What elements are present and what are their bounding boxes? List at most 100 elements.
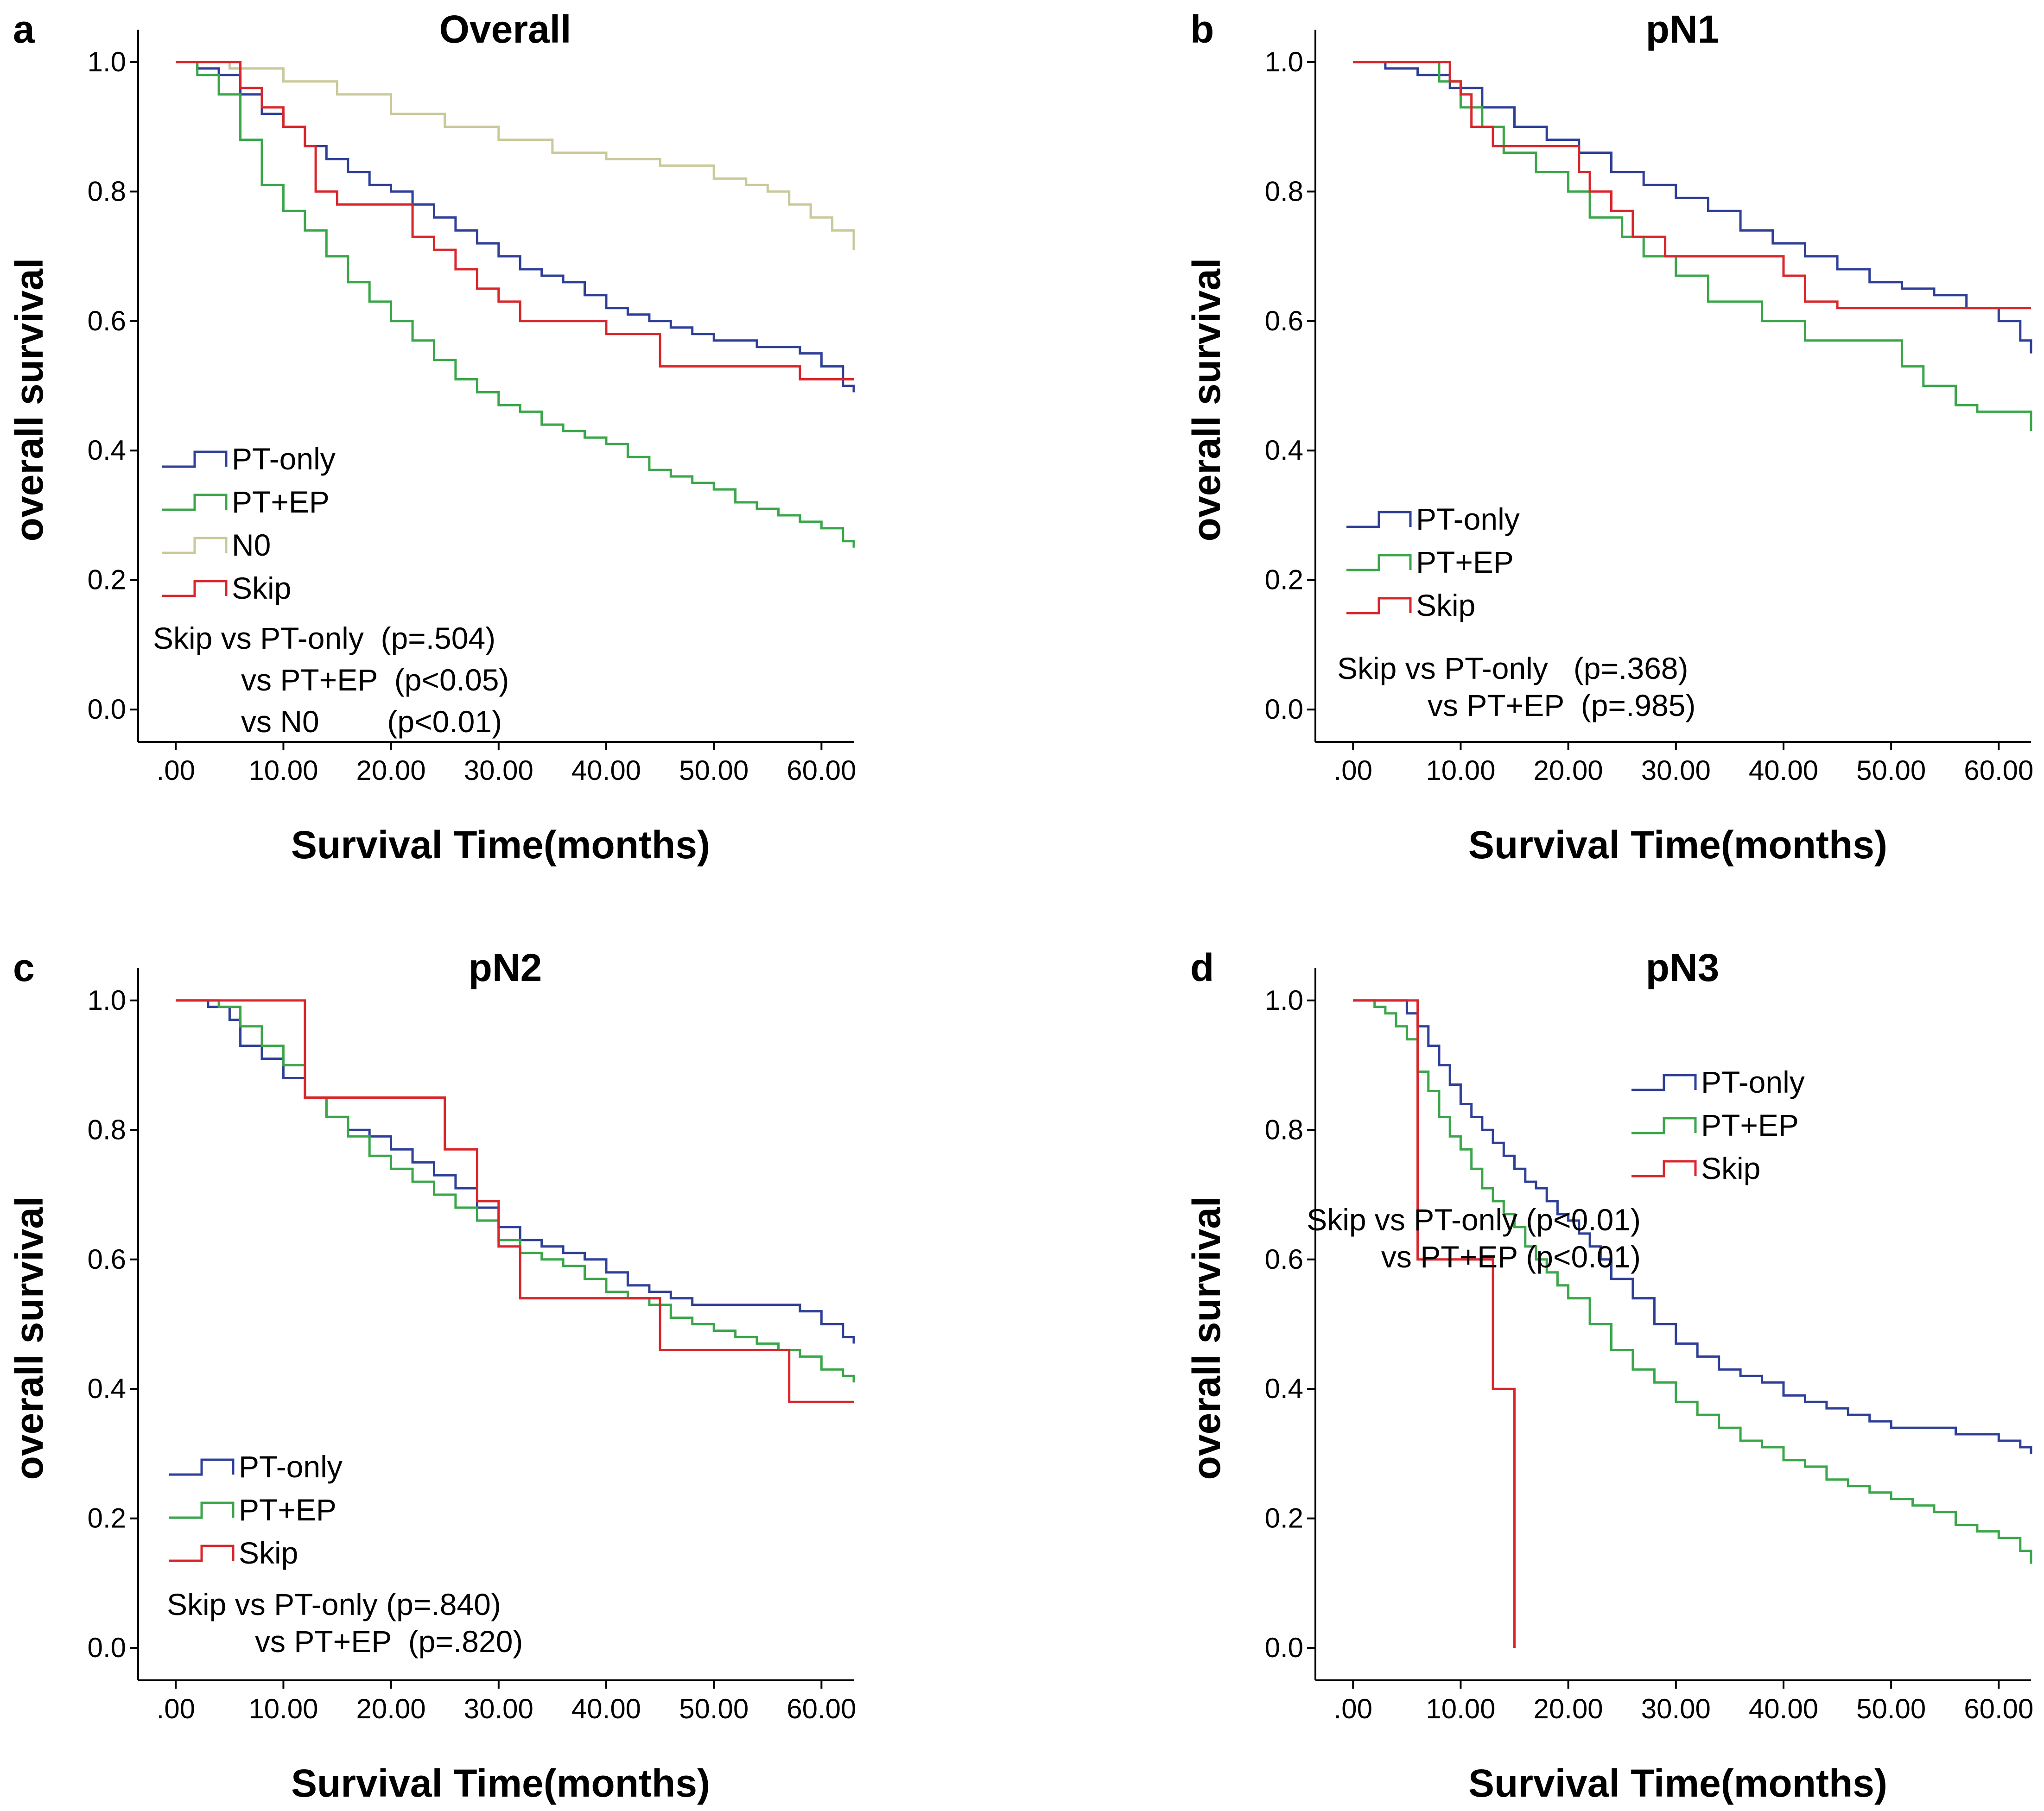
legend-swatch-pt-only xyxy=(162,450,228,468)
y-tick-label: 0.2 xyxy=(1265,1503,1303,1534)
legend-label-skip: Skip xyxy=(1701,1151,1760,1185)
legend-label-pt-plus-ep: PT+EP xyxy=(239,1493,336,1527)
y-tick-label: 1.0 xyxy=(1265,46,1303,77)
y-tick-label: 0.6 xyxy=(88,1244,126,1275)
y-tick-label: 0.0 xyxy=(88,694,126,725)
legend-swatch-skip xyxy=(1346,597,1412,614)
y-tick-label: 0.8 xyxy=(1265,176,1303,207)
curve-pt-only xyxy=(1353,999,2032,1454)
x-tick-label: 60.00 xyxy=(787,1693,856,1724)
legend-label-pt-plus-ep: PT+EP xyxy=(1416,545,1514,579)
legend-label-pt-only: PT-only xyxy=(232,442,336,476)
panel-letter: d xyxy=(1190,946,1214,989)
x-tick-label: 20.00 xyxy=(356,755,426,786)
y-tick-label: 0.0 xyxy=(1265,1632,1303,1663)
x-tick-label: 20.00 xyxy=(356,1693,426,1724)
y-tick-label: 0.6 xyxy=(1265,305,1303,336)
y-tick-label: 0.2 xyxy=(88,1503,126,1534)
x-axis-title: Survival Time(months) xyxy=(1468,823,1887,867)
curve-skip xyxy=(176,999,854,1403)
panel-title: pN3 xyxy=(1646,946,1720,989)
panel-title: Overall xyxy=(439,7,571,51)
p-value-annotation: vs PT+EP (p=.985) xyxy=(1428,688,1695,722)
panel-title: pN2 xyxy=(469,946,542,989)
x-tick-label: 30.00 xyxy=(1641,755,1711,786)
legend-swatch-pt-plus-ep xyxy=(1346,554,1412,571)
x-tick-label: 10.00 xyxy=(248,755,318,786)
legend-label-pt-plus-ep: PT+EP xyxy=(1701,1108,1799,1142)
x-tick-label: 50.00 xyxy=(1856,755,1926,786)
y-tick-label: 1.0 xyxy=(88,985,126,1016)
y-tick-label: 0.8 xyxy=(1265,1114,1303,1145)
y-tick-label: 0.8 xyxy=(88,1114,126,1145)
y-tick-label: 1.0 xyxy=(1265,985,1303,1016)
x-tick-label: 40.00 xyxy=(571,755,641,786)
x-axis-title: Survival Time(months) xyxy=(1468,1761,1887,1805)
p-value-annotation: vs PT+EP (p<0.05) xyxy=(241,663,509,697)
x-tick-label: 60.00 xyxy=(1964,755,2033,786)
curve-pt-plus-ep xyxy=(176,61,855,548)
legend-swatch-pt-only xyxy=(169,1458,235,1476)
y-tick-label: 0.4 xyxy=(1265,435,1303,466)
y-axis-title: overall survival xyxy=(7,258,51,542)
legend-label-pt-only: PT-only xyxy=(239,1450,343,1484)
legend-swatch-skip xyxy=(162,580,228,597)
x-tick-label: 50.00 xyxy=(1856,1693,1926,1724)
p-value-annotation: Skip vs PT-only (p<0.01) xyxy=(1307,1203,1641,1237)
legend-swatch-n0 xyxy=(162,537,228,554)
panel-title: pN1 xyxy=(1646,7,1720,51)
curve-skip xyxy=(1353,61,2031,310)
legend-label-skip: Skip xyxy=(239,1536,298,1570)
x-tick-label: 50.00 xyxy=(679,1693,749,1724)
x-tick-label: 60.00 xyxy=(1964,1693,2033,1724)
curve-skip xyxy=(1353,999,1516,1648)
y-tick-label: 0.2 xyxy=(88,564,126,595)
y-tick-label: 0.8 xyxy=(88,176,126,207)
y-axis-title: overall survival xyxy=(1185,1197,1228,1480)
panel-c: c pN2 0.0 0.2 0.4 0.6 0.8 1.0 .00 10.00 20.00 30.00… xyxy=(7,946,856,1805)
p-value-annotation: Skip vs PT-only (p=.504) xyxy=(153,621,495,655)
legend-label-skip: Skip xyxy=(1416,588,1475,622)
panel-a: a Overall 0.0 0.2 0.4 0.6 0.8 1.0 .00 10.00 20.00 3… xyxy=(7,7,856,867)
x-tick-label: 30.00 xyxy=(1641,1693,1711,1724)
y-tick-label: 0.6 xyxy=(88,305,126,336)
x-tick-label: 30.00 xyxy=(464,1693,533,1724)
y-axis-title: overall survival xyxy=(7,1197,51,1480)
legend-swatch-pt-plus-ep xyxy=(169,1501,235,1519)
legend-swatch-pt-only xyxy=(1631,1074,1697,1091)
p-value-annotation: Skip vs PT-only (p=.368) xyxy=(1337,651,1689,685)
legend-label-pt-plus-ep: PT+EP xyxy=(232,485,330,519)
legend-label-pt-only: PT-only xyxy=(1701,1065,1805,1099)
y-tick-label: 0.2 xyxy=(1265,564,1303,595)
legend: PT-only PT+EP Skip xyxy=(1631,1065,1805,1185)
y-tick-label: 0.0 xyxy=(88,1632,126,1663)
x-axis-title: Survival Time(months) xyxy=(291,823,710,867)
x-tick-label: 10.00 xyxy=(1426,1693,1495,1724)
legend-swatch-pt-plus-ep xyxy=(162,494,228,511)
y-tick-label: 0.4 xyxy=(88,435,126,466)
legend-swatch-skip xyxy=(1631,1160,1697,1178)
panel-b: b pN1 0.0 0.2 0.4 0.6 0.8 1.0 .00 10.00 20.00 30.00… xyxy=(1185,7,2033,867)
p-value-annotation: vs N0 (p<0.01) xyxy=(241,704,502,739)
x-tick-label: 20.00 xyxy=(1534,755,1603,786)
x-tick-label: 60.00 xyxy=(787,755,856,786)
legend-swatch-pt-only xyxy=(1346,511,1412,528)
curve-pt-plus-ep xyxy=(1353,61,2032,431)
y-tick-label: 0.6 xyxy=(1265,1244,1303,1275)
legend-swatch-pt-plus-ep xyxy=(1631,1117,1697,1134)
legend-label-pt-only: PT-only xyxy=(1416,502,1520,536)
x-tick-label: 10.00 xyxy=(1426,755,1495,786)
x-tick-label: .00 xyxy=(157,755,195,786)
y-tick-label: 0.4 xyxy=(1265,1373,1303,1404)
p-value-annotation: vs PT+EP (p=.820) xyxy=(255,1624,523,1659)
legend-label-n0: N0 xyxy=(232,528,271,562)
curve-pt-plus-ep xyxy=(1353,999,2032,1564)
panel-letter: b xyxy=(1190,7,1214,51)
p-value-annotation: vs PT+EP (p<0.01) xyxy=(1381,1240,1641,1274)
y-axis-title: overall survival xyxy=(1185,258,1228,542)
y-tick-label: 1.0 xyxy=(88,46,126,77)
curve-skip xyxy=(176,61,854,380)
curve-pt-only xyxy=(1353,61,2032,354)
y-tick-label: 0.4 xyxy=(88,1373,126,1404)
